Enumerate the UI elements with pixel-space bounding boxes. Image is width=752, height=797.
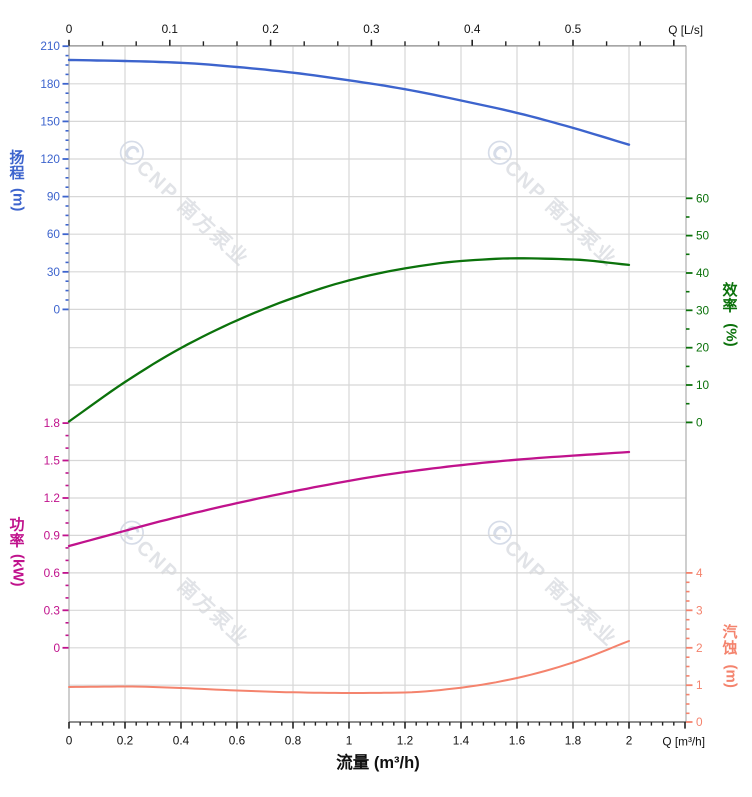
svg-text:0.6: 0.6 — [44, 566, 61, 580]
svg-text:蚀: 蚀 — [721, 639, 737, 657]
svg-text:1.5: 1.5 — [44, 454, 61, 468]
svg-text:2: 2 — [696, 641, 703, 655]
svg-text:10: 10 — [696, 378, 710, 392]
svg-text:1.4: 1.4 — [453, 734, 470, 748]
svg-text:1: 1 — [696, 678, 703, 692]
svg-text:4: 4 — [696, 566, 703, 580]
svg-text:0: 0 — [66, 22, 73, 36]
svg-text:Q [L/s]: Q [L/s] — [668, 23, 703, 37]
svg-text:180: 180 — [40, 77, 60, 91]
svg-text:0.3: 0.3 — [363, 22, 380, 36]
svg-text:40: 40 — [696, 266, 710, 280]
svg-text:1.8: 1.8 — [565, 734, 582, 748]
svg-text:程: 程 — [9, 165, 24, 182]
svg-text:0: 0 — [53, 302, 60, 316]
svg-text:0: 0 — [53, 641, 60, 655]
svg-text:扬: 扬 — [9, 149, 24, 167]
svg-text:0.2: 0.2 — [117, 734, 133, 748]
svg-text:0: 0 — [696, 415, 703, 429]
svg-text:1.2: 1.2 — [44, 491, 60, 505]
svg-text:(m): (m) — [723, 665, 740, 688]
svg-text:Q [m³/h]: Q [m³/h] — [662, 735, 705, 749]
svg-text:0.5: 0.5 — [565, 22, 582, 36]
svg-text:效: 效 — [722, 281, 738, 299]
svg-text:(kW): (kW) — [10, 554, 27, 587]
svg-text:1.2: 1.2 — [397, 734, 413, 748]
svg-text:0.6: 0.6 — [229, 734, 246, 748]
svg-text:0.4: 0.4 — [173, 734, 190, 748]
svg-text:0: 0 — [66, 734, 73, 748]
svg-text:2: 2 — [626, 734, 633, 748]
svg-text:0.4: 0.4 — [464, 22, 481, 36]
svg-text:3: 3 — [696, 603, 703, 617]
svg-text:0.3: 0.3 — [44, 603, 61, 617]
svg-text:0.1: 0.1 — [162, 22, 178, 36]
svg-text:率: 率 — [722, 296, 737, 314]
svg-text:60: 60 — [47, 227, 61, 241]
svg-text:90: 90 — [47, 190, 61, 204]
svg-text:0.8: 0.8 — [285, 734, 302, 748]
svg-text:(%): (%) — [723, 323, 740, 346]
svg-text:0: 0 — [696, 715, 703, 729]
svg-text:0.2: 0.2 — [262, 22, 278, 36]
svg-text:0.9: 0.9 — [44, 528, 60, 542]
svg-text:210: 210 — [40, 39, 60, 53]
svg-text:50: 50 — [696, 229, 710, 243]
svg-text:流量 (m³/h): 流量 (m³/h) — [336, 752, 419, 772]
svg-text:1: 1 — [346, 734, 353, 748]
svg-text:率: 率 — [9, 531, 24, 549]
svg-text:150: 150 — [40, 114, 60, 128]
svg-text:1.6: 1.6 — [509, 734, 526, 748]
svg-text:30: 30 — [696, 303, 710, 317]
svg-text:功: 功 — [9, 517, 24, 534]
svg-text:20: 20 — [696, 341, 710, 355]
svg-text:60: 60 — [696, 191, 710, 205]
svg-text:120: 120 — [40, 152, 60, 166]
svg-text:(m): (m) — [10, 188, 27, 211]
svg-text:汽: 汽 — [722, 623, 737, 641]
svg-text:30: 30 — [47, 265, 61, 279]
svg-text:1.8: 1.8 — [44, 416, 61, 430]
